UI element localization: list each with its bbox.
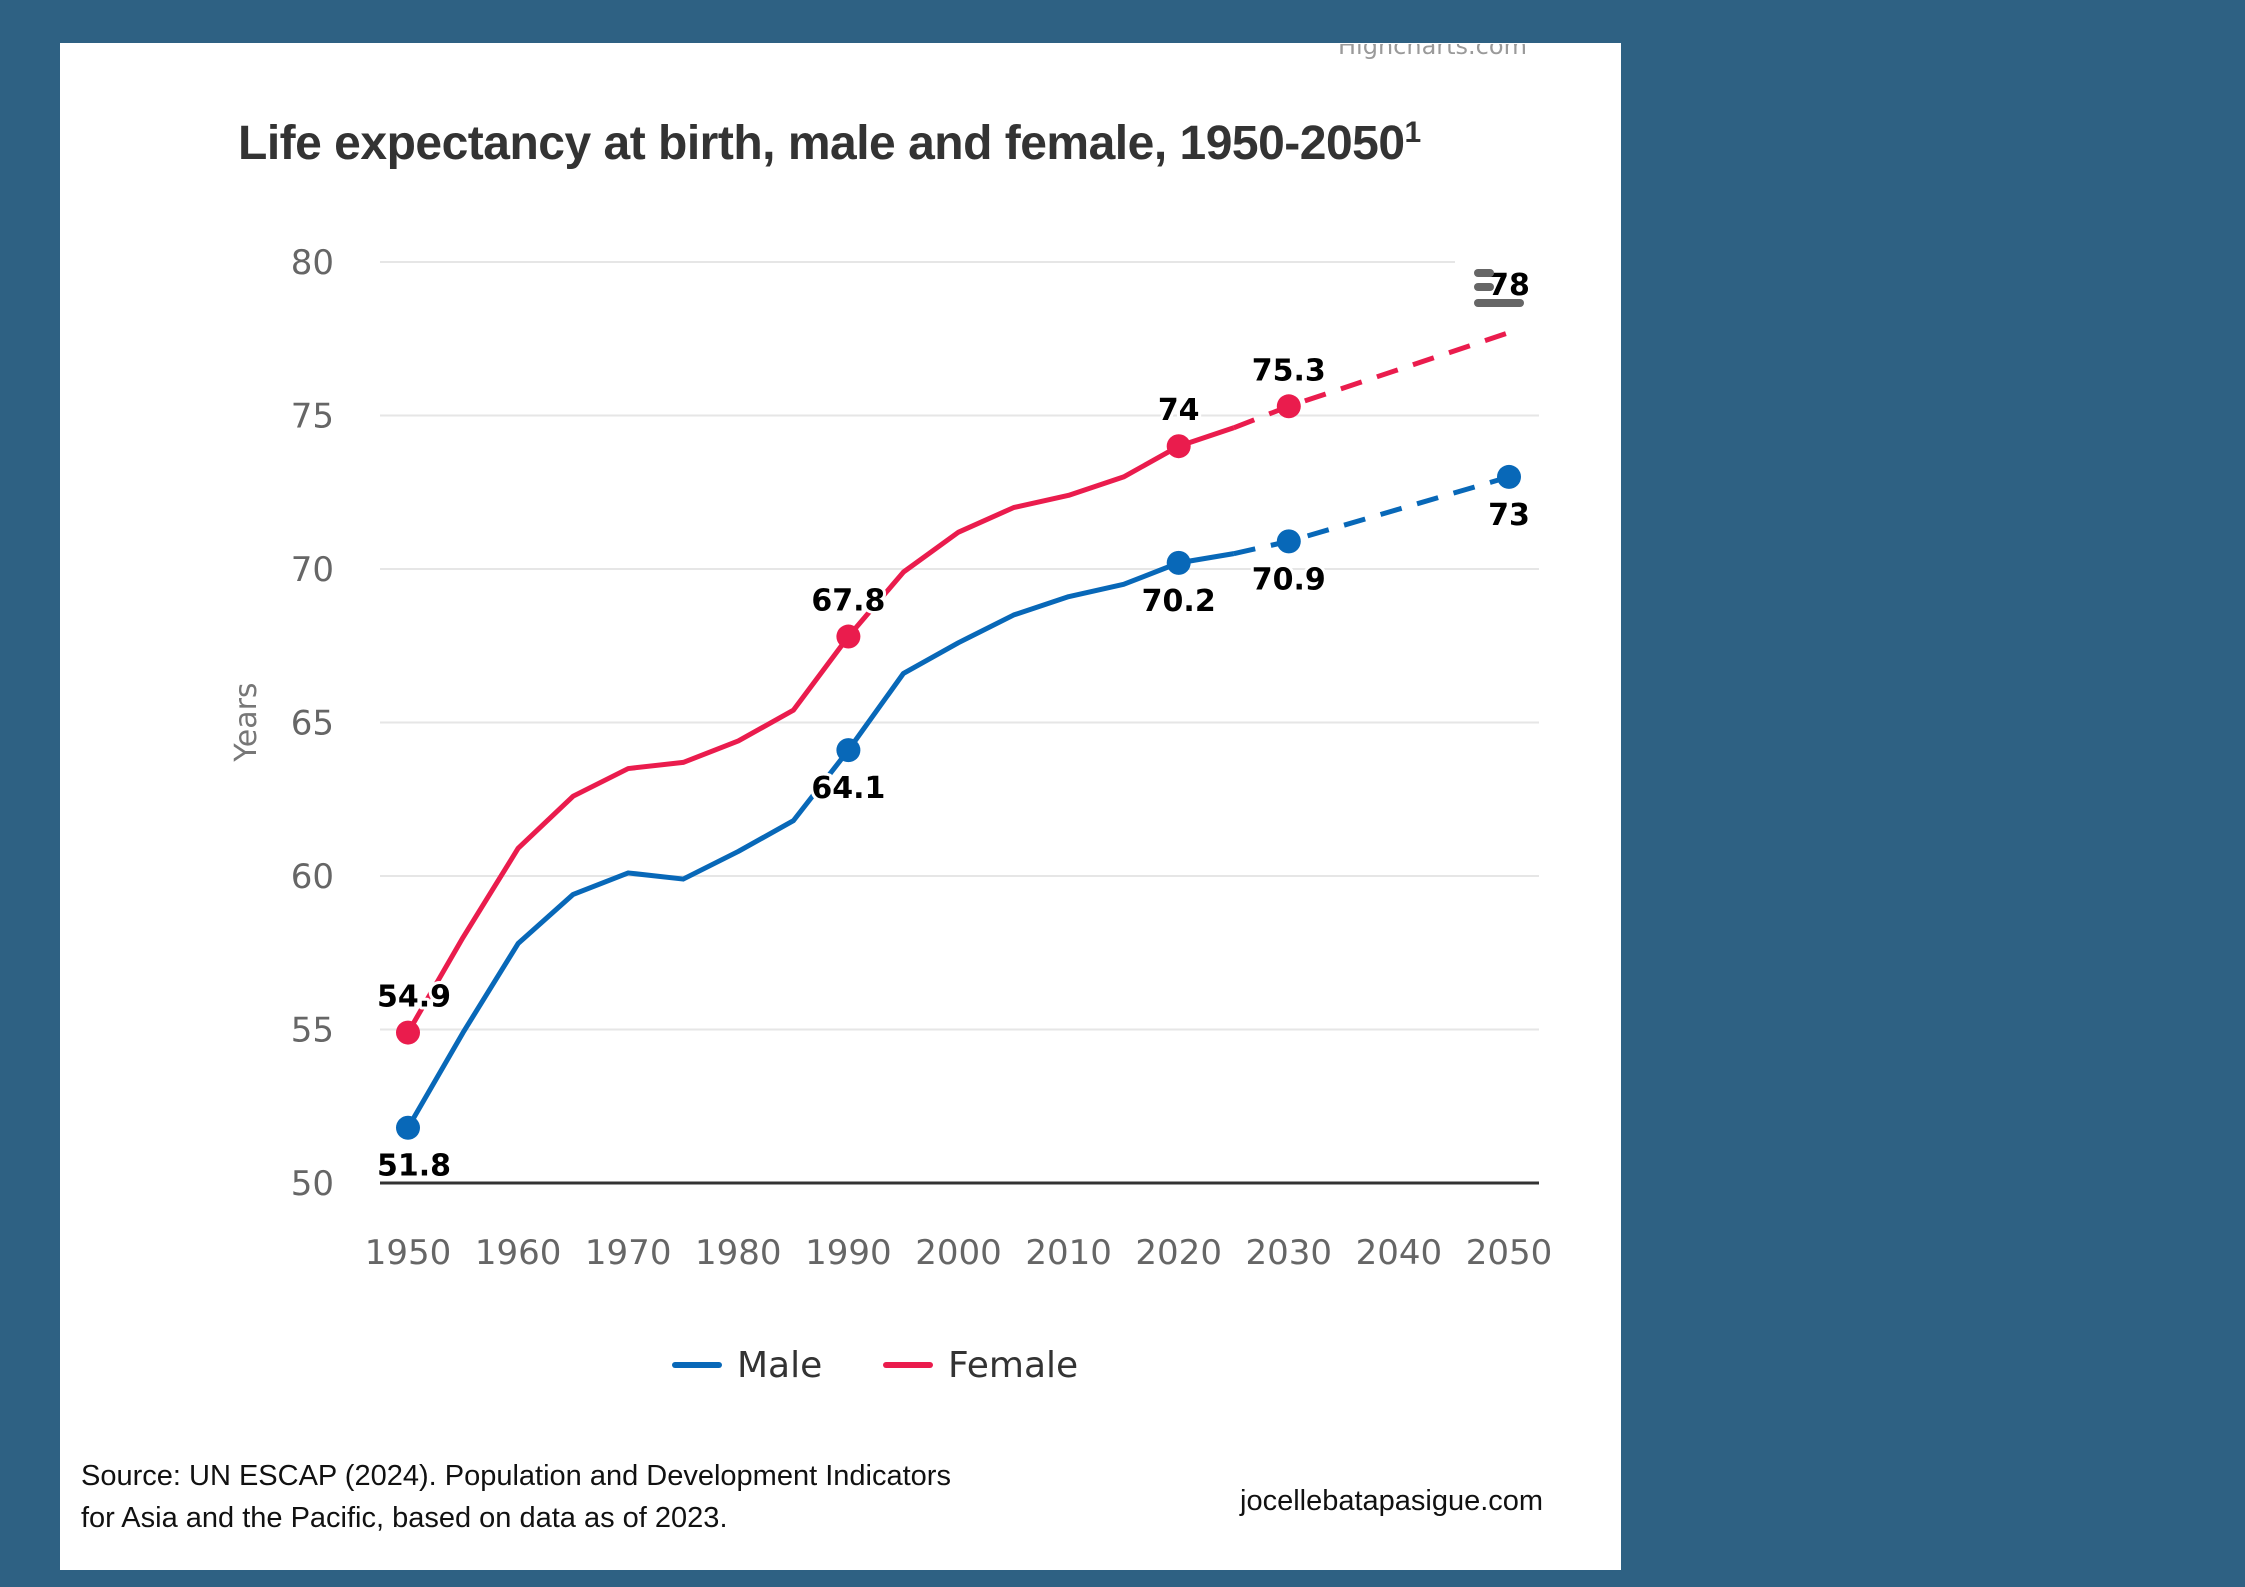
y-tick-label: 70 bbox=[291, 550, 334, 590]
chart-title: Life expectancy at birth, male and femal… bbox=[238, 116, 1421, 171]
x-tick-label: 1960 bbox=[475, 1233, 562, 1273]
male-data-label-2030: 70.9 bbox=[1252, 562, 1326, 597]
female-point-2020[interactable] bbox=[1166, 434, 1191, 459]
x-tick-label: 2050 bbox=[1466, 1233, 1553, 1273]
female-data-label-1990: 67.8 bbox=[811, 584, 885, 619]
gridlines bbox=[380, 261, 1539, 1031]
x-tick-label: 2020 bbox=[1135, 1233, 1222, 1273]
male-point-1990[interactable] bbox=[836, 738, 861, 763]
y-tick-label: 60 bbox=[291, 857, 334, 897]
source-line-2: for Asia and the Pacific, based on data … bbox=[81, 1502, 728, 1534]
male-data-label-1950: 51.8 bbox=[377, 1149, 451, 1184]
male-data-label-2050: 73 bbox=[1488, 498, 1530, 533]
legend-item-male[interactable]: Male bbox=[672, 1345, 822, 1386]
x-tick-label: 1970 bbox=[585, 1233, 672, 1273]
y-tick-label: 55 bbox=[291, 1011, 334, 1051]
female-data-label-1950: 54.9 bbox=[377, 980, 451, 1015]
title-footnote-marker: 1 bbox=[1404, 116, 1422, 149]
y-tick-label: 80 bbox=[291, 243, 334, 283]
series-lines bbox=[405, 330, 1510, 1129]
x-tick-label: 2010 bbox=[1025, 1233, 1112, 1273]
male-line-historical bbox=[405, 551, 1235, 1129]
x-tick-label: 1950 bbox=[365, 1233, 452, 1273]
y-axis-label: Years bbox=[229, 682, 264, 762]
female-data-label-2050: 78 bbox=[1488, 268, 1530, 303]
website-credit: jocellebatapasigue.com bbox=[1240, 1485, 1544, 1517]
y-axis-ticks: 50 55 60 65 70 75 80 bbox=[291, 243, 334, 1204]
x-tick-label: 2030 bbox=[1246, 1233, 1333, 1273]
source-note: Source: UN ESCAP (2024). Population and … bbox=[81, 1455, 951, 1539]
legend: Male Female bbox=[672, 1345, 1078, 1386]
data-labels: 51.8 64.1 70.2 70.9 73 54.9 67.8 74 75.3 78 bbox=[374, 265, 1533, 1187]
female-data-label-2030: 75.3 bbox=[1252, 353, 1326, 388]
male-point-2050[interactable] bbox=[1497, 464, 1521, 489]
hamburger-menu-icon[interactable] bbox=[1474, 269, 1524, 307]
female-point-1990[interactable] bbox=[836, 624, 861, 649]
legend-item-female[interactable]: Female bbox=[883, 1345, 1078, 1386]
x-tick-label: 2000 bbox=[915, 1233, 1002, 1273]
x-tick-label: 1980 bbox=[695, 1233, 782, 1273]
legend-label-female: Female bbox=[948, 1345, 1078, 1386]
male-data-label-2020: 70.2 bbox=[1142, 584, 1216, 619]
data-points bbox=[396, 394, 1521, 1140]
legend-label-male: Male bbox=[737, 1345, 822, 1386]
chart-card bbox=[60, 43, 1621, 1570]
x-tick-label: 2040 bbox=[1356, 1233, 1443, 1273]
source-line-1: Source: UN ESCAP (2024). Population and … bbox=[81, 1460, 951, 1492]
female-point-1950[interactable] bbox=[396, 1020, 420, 1045]
chart-title-text: Life expectancy at birth, male and femal… bbox=[238, 117, 1405, 170]
x-tick-label: 1990 bbox=[805, 1233, 892, 1273]
male-point-2030[interactable] bbox=[1276, 529, 1301, 554]
male-data-label-1990: 64.1 bbox=[811, 771, 885, 806]
y-tick-label: 50 bbox=[291, 1164, 334, 1204]
y-tick-label: 65 bbox=[291, 704, 334, 744]
female-line-historical bbox=[405, 425, 1235, 1034]
female-point-2030[interactable] bbox=[1276, 394, 1301, 419]
female-data-label-2020: 74 bbox=[1158, 393, 1200, 428]
male-line-projected bbox=[1233, 474, 1510, 557]
male-point-1950[interactable] bbox=[396, 1115, 420, 1140]
highcharts-credit[interactable]: Highcharts.com bbox=[1338, 44, 1527, 60]
y-tick-label: 75 bbox=[291, 397, 334, 437]
male-point-2020[interactable] bbox=[1166, 550, 1191, 575]
x-axis-ticks: 1950 1960 1970 1980 1990 2000 2010 2020 2030 2040… bbox=[365, 1233, 1553, 1273]
